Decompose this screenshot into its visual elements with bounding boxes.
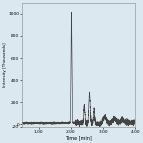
X-axis label: Time [min]: Time [min] xyxy=(65,135,92,140)
Y-axis label: Intensity [Thousands]: Intensity [Thousands] xyxy=(3,42,7,87)
